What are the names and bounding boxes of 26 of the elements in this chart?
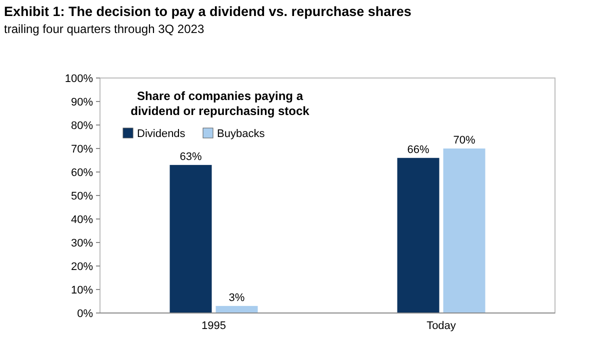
data-label: 63% <box>180 150 202 163</box>
data-label: 3% <box>228 292 245 304</box>
y-tick-label: 80% <box>70 120 94 132</box>
legend-title: Share of companies paying a dividend or repurchasing stock <box>130 89 310 118</box>
y-tick-label: 20% <box>70 260 94 273</box>
x-tick-label: Today <box>426 320 456 332</box>
data-label: 70% <box>453 134 476 146</box>
y-tick-label: 10% <box>70 284 94 296</box>
bar <box>397 158 440 313</box>
y-tick-label: 60% <box>70 166 94 179</box>
y-tick-label: 30% <box>70 237 94 250</box>
chart-subtitle: trailing four quarters through 3Q 2023 <box>4 22 204 36</box>
bar <box>443 148 486 313</box>
data-label: 66% <box>407 144 430 156</box>
bar <box>170 164 212 313</box>
y-tick-label: 90% <box>70 96 94 108</box>
x-tick-label: 1995 <box>202 320 226 332</box>
chart-title: Exhibit 1: The decision to pay a dividend vs. repurchase shares <box>4 4 412 19</box>
legend-label: Buybacks <box>217 128 266 140</box>
y-tick-label: 50% <box>70 190 94 202</box>
y-tick-label: 40% <box>70 214 94 226</box>
y-tick-label: 100% <box>64 72 94 85</box>
y-tick-label: 70% <box>70 143 94 156</box>
legend-label: Dividends <box>137 128 186 140</box>
y-tick-label: 0% <box>77 308 94 320</box>
bar <box>216 306 258 313</box>
